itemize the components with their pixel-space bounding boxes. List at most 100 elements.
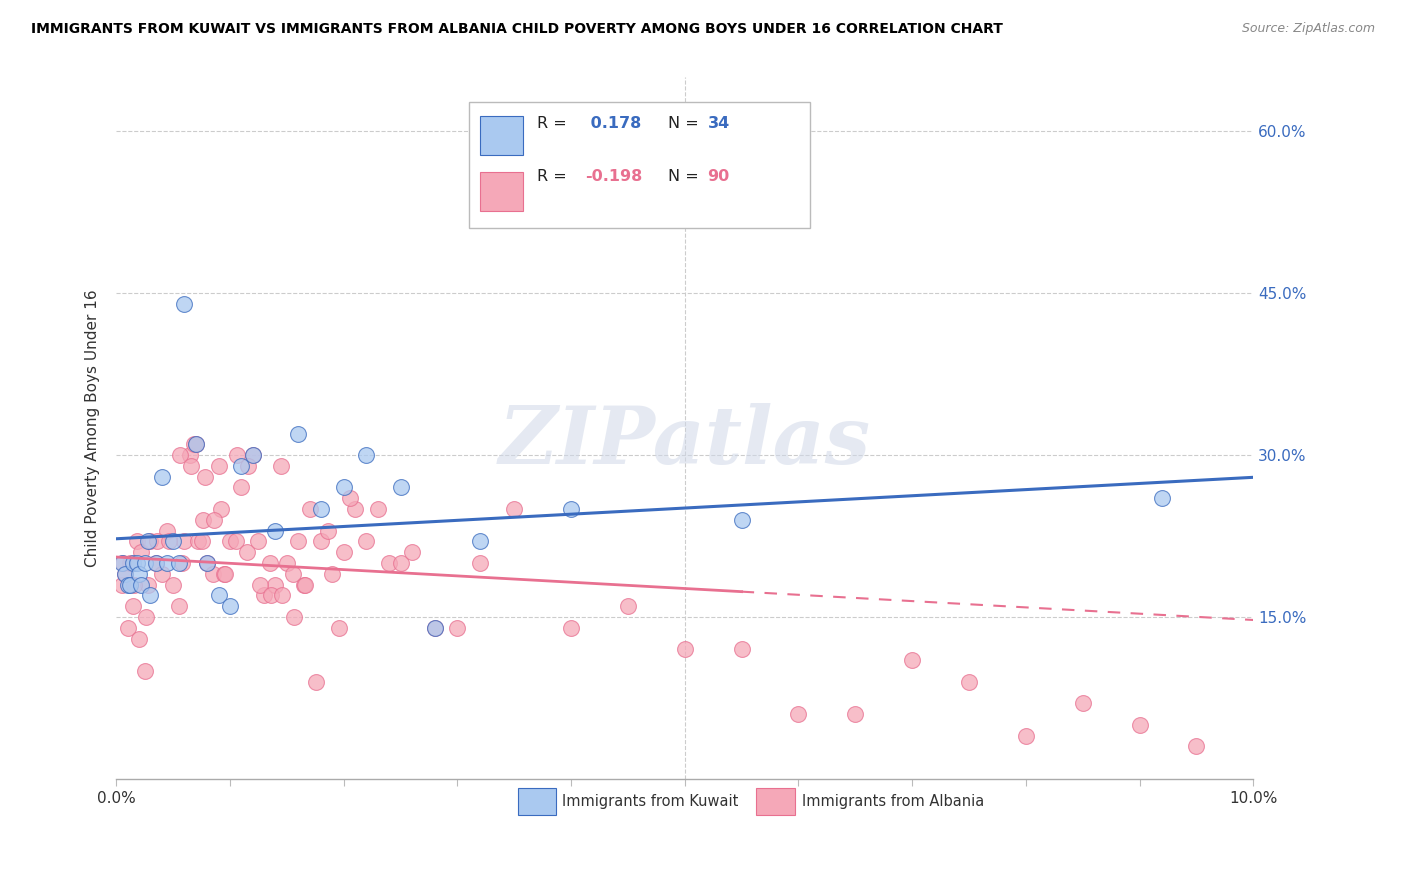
Point [183, 437, 205, 451]
Point [901, 653, 924, 667]
Point [172, 556, 194, 570]
FancyBboxPatch shape [479, 172, 523, 211]
Point [787, 707, 810, 722]
Point [844, 707, 866, 722]
Point [225, 534, 247, 549]
Point [446, 621, 468, 635]
Point [114, 566, 136, 581]
Text: R =: R = [537, 116, 572, 131]
Point [156, 524, 179, 538]
Point [730, 513, 752, 527]
Point [219, 534, 242, 549]
Point [128, 566, 150, 581]
Text: Immigrants from Albania: Immigrants from Albania [801, 794, 984, 809]
Point [328, 621, 350, 635]
Point [247, 534, 270, 549]
Point [287, 426, 309, 441]
Point [264, 577, 287, 591]
Point [225, 448, 247, 462]
Text: R =: R = [537, 169, 572, 184]
Point [214, 566, 236, 581]
Point [316, 524, 339, 538]
Point [1015, 729, 1038, 743]
Point [150, 566, 173, 581]
Point [309, 534, 332, 549]
Point [356, 534, 378, 549]
Text: 0.178: 0.178 [585, 116, 641, 131]
Point [332, 481, 354, 495]
Point [242, 448, 264, 462]
Point [169, 448, 191, 462]
Point [305, 674, 328, 689]
Point [231, 458, 253, 473]
Point [139, 588, 162, 602]
Point [112, 556, 135, 570]
Point [207, 458, 229, 473]
Point [190, 534, 212, 549]
Point [271, 588, 294, 602]
Point [264, 524, 287, 538]
Point [283, 610, 305, 624]
FancyBboxPatch shape [517, 788, 557, 815]
Point [111, 556, 134, 570]
Point [332, 545, 354, 559]
Point [150, 469, 173, 483]
Point [124, 577, 146, 591]
Point [125, 534, 148, 549]
Point [191, 513, 214, 527]
Point [129, 577, 152, 591]
Point [238, 458, 260, 473]
Point [180, 458, 202, 473]
Point [167, 556, 190, 570]
Point [135, 610, 157, 624]
Point [309, 502, 332, 516]
FancyBboxPatch shape [756, 788, 794, 815]
Point [249, 577, 271, 591]
Point [184, 437, 207, 451]
Text: -0.198: -0.198 [585, 169, 643, 184]
Point [136, 534, 159, 549]
Text: Immigrants from Kuwait: Immigrants from Kuwait [562, 794, 738, 809]
Point [125, 556, 148, 570]
Point [195, 556, 218, 570]
Point [260, 588, 283, 602]
Point [292, 577, 315, 591]
Point [236, 545, 259, 559]
Point [468, 534, 491, 549]
Text: N =: N = [668, 169, 703, 184]
Point [321, 566, 343, 581]
Point [145, 556, 167, 570]
Point [136, 577, 159, 591]
Text: IMMIGRANTS FROM KUWAIT VS IMMIGRANTS FROM ALBANIA CHILD POVERTY AMONG BOYS UNDER: IMMIGRANTS FROM KUWAIT VS IMMIGRANTS FRO… [31, 22, 1002, 37]
Point [114, 566, 136, 581]
Point [560, 621, 582, 635]
Point [145, 556, 167, 570]
Point [173, 297, 195, 311]
Point [617, 599, 640, 614]
Point [401, 545, 423, 559]
Point [139, 534, 162, 549]
Point [209, 502, 232, 516]
Point [259, 556, 281, 570]
Point [179, 448, 201, 462]
Point [207, 588, 229, 602]
Point [1129, 718, 1152, 732]
Point [157, 534, 180, 549]
Point [202, 513, 225, 527]
Point [134, 664, 156, 678]
Point [281, 566, 304, 581]
Point [156, 556, 179, 570]
Point [503, 502, 526, 516]
Point [1152, 491, 1174, 506]
Point [214, 566, 236, 581]
Point [344, 502, 367, 516]
Point [201, 566, 224, 581]
Point [1185, 739, 1208, 754]
Point [167, 599, 190, 614]
Point [118, 556, 141, 570]
Point [367, 502, 389, 516]
Text: 90: 90 [707, 169, 730, 184]
Y-axis label: Child Poverty Among Boys Under 16: Child Poverty Among Boys Under 16 [86, 289, 100, 567]
Point [231, 481, 253, 495]
Point [389, 556, 412, 570]
